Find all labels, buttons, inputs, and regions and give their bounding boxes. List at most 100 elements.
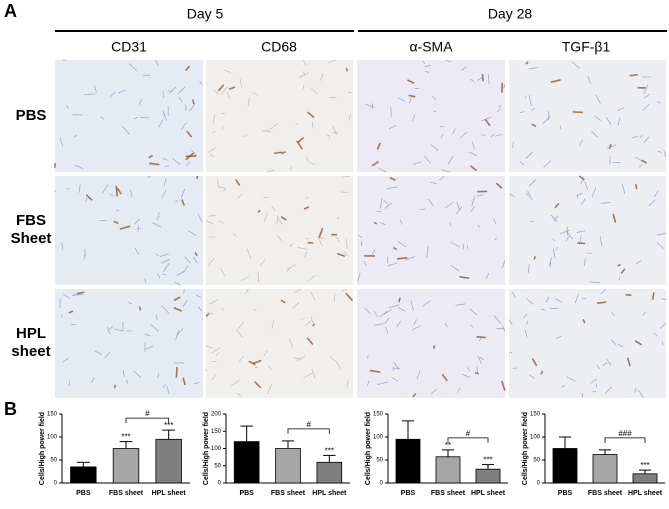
- tissue-texture: [577, 242, 586, 245]
- tissue-texture: [457, 387, 460, 393]
- micrograph: [509, 176, 666, 285]
- tissue-texture: [114, 328, 124, 332]
- tissue-texture: [84, 93, 96, 96]
- tissue-texture: [617, 107, 625, 112]
- tissue-texture: [116, 187, 122, 195]
- tissue-texture: [166, 386, 170, 394]
- tissue-texture: [416, 370, 421, 380]
- tissue-texture: [369, 369, 381, 374]
- y-tick-label: 50: [214, 463, 221, 469]
- tissue-texture: [452, 128, 456, 135]
- tissue-texture: [307, 111, 315, 119]
- tissue-texture: [632, 135, 638, 139]
- tissue-texture: [343, 251, 348, 257]
- x-tick-label: PBS: [401, 490, 416, 497]
- tissue-texture: [336, 216, 340, 220]
- tissue-texture: [295, 123, 299, 126]
- tissue-texture: [276, 215, 279, 225]
- tissue-texture: [459, 131, 468, 139]
- tissue-texture: [357, 272, 361, 282]
- tissue-texture: [602, 362, 608, 366]
- tissue-texture: [456, 201, 460, 211]
- tissue-texture: [617, 263, 621, 267]
- tissue-texture: [495, 182, 503, 189]
- micrograph: [357, 176, 505, 285]
- tissue-texture: [542, 115, 551, 124]
- tissue-texture: [149, 162, 160, 166]
- tissue-texture: [481, 74, 484, 82]
- tissue-texture: [223, 69, 231, 73]
- tissue-texture: [428, 198, 434, 206]
- tissue-texture: [439, 175, 445, 181]
- tissue-texture: [571, 61, 580, 69]
- tissue-texture: [526, 320, 529, 325]
- tissue-texture: [289, 243, 294, 247]
- tissue-texture: [400, 219, 403, 225]
- significance-bracket: [287, 428, 330, 434]
- tissue-texture: [302, 71, 306, 76]
- tissue-texture: [543, 160, 552, 168]
- tissue-texture: [408, 94, 416, 98]
- tissue-texture: [302, 84, 305, 89]
- tissue-texture: [207, 312, 214, 315]
- tissue-texture: [76, 291, 85, 295]
- tissue-texture: [430, 181, 437, 185]
- significance-mark: ***: [483, 456, 492, 465]
- tissue-texture: [531, 358, 538, 367]
- tissue-texture: [635, 260, 642, 265]
- tissue-texture: [485, 272, 490, 279]
- tissue-texture: [634, 184, 638, 190]
- tissue-texture: [459, 275, 470, 280]
- tissue-texture: [364, 307, 371, 314]
- tissue-texture: [305, 156, 309, 162]
- tissue-texture: [528, 95, 532, 106]
- tissue-texture: [138, 99, 143, 105]
- tissue-texture: [94, 350, 102, 355]
- tissue-texture: [174, 281, 181, 286]
- tissue-texture: [293, 357, 300, 360]
- tissue-texture: [565, 376, 576, 382]
- tissue-texture: [152, 222, 161, 228]
- tissue-texture: [91, 377, 95, 383]
- bar: [275, 448, 301, 484]
- tissue-texture: [197, 306, 203, 312]
- tissue-texture: [263, 350, 268, 356]
- tissue-texture: [365, 103, 375, 109]
- tissue-texture: [182, 299, 188, 307]
- tissue-texture: [260, 259, 266, 266]
- significance-mark: ***: [640, 461, 649, 470]
- tissue-texture: [298, 72, 309, 78]
- tissue-texture: [194, 251, 198, 257]
- tissue-texture: [379, 310, 388, 318]
- tissue-texture: [74, 134, 78, 138]
- tissue-texture: [345, 67, 349, 72]
- tissue-texture: [591, 187, 597, 198]
- tissue-texture: [303, 372, 312, 379]
- tissue-texture: [468, 151, 477, 156]
- tissue-texture: [589, 378, 598, 384]
- tissue-texture: [494, 134, 502, 137]
- tissue-texture: [440, 134, 444, 139]
- tissue-texture: [393, 361, 400, 370]
- tissue-texture: [419, 208, 425, 211]
- tissue-texture: [300, 317, 305, 320]
- tissue-texture: [107, 326, 111, 335]
- tissue-texture: [185, 161, 191, 167]
- tissue-texture: [243, 135, 247, 137]
- tissue-texture: [71, 323, 77, 326]
- tissue-texture: [364, 261, 367, 266]
- tissue-texture: [476, 365, 479, 375]
- significance-mark: **: [445, 441, 451, 450]
- panel-label: B: [4, 399, 17, 419]
- y-tick-label: 100: [47, 435, 58, 441]
- tissue-texture: [550, 214, 558, 223]
- tissue-texture: [183, 288, 185, 294]
- tissue-texture: [548, 257, 553, 266]
- tissue-texture: [405, 256, 415, 261]
- tissue-texture: [477, 356, 482, 364]
- tissue-texture: [181, 199, 186, 206]
- y-tick-label: 150: [373, 412, 384, 418]
- tissue-texture: [276, 234, 282, 241]
- micrograph: [55, 176, 203, 285]
- tissue-texture: [252, 92, 259, 96]
